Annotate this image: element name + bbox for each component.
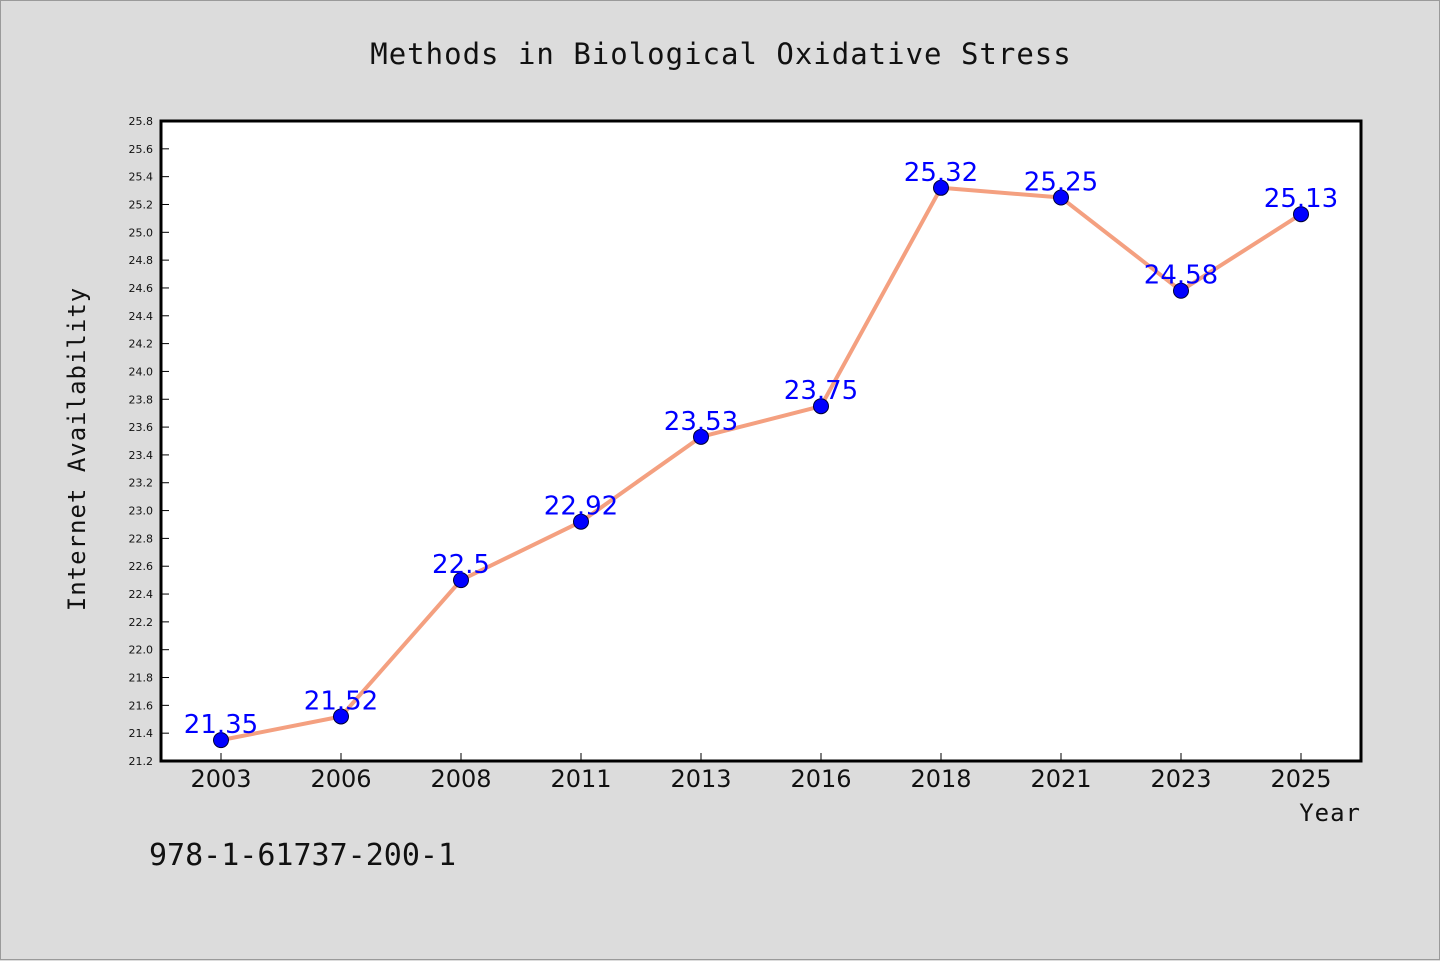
x-tick-label: 2016 xyxy=(790,765,851,793)
plot-area xyxy=(159,119,1363,763)
series-line-group xyxy=(219,185,1303,743)
data-label-group: 21.35 21.52 22.5 22.92 23.53 23.75 25.32 25.25 2… xyxy=(184,158,1338,740)
y-tick-label: 25.2 xyxy=(129,198,154,211)
y-tick-label: 25.6 xyxy=(129,143,154,156)
data-point-label: 25.13 xyxy=(1264,184,1338,214)
data-point-marker xyxy=(813,398,829,415)
x-tick-label: 2023 xyxy=(1150,765,1211,793)
y-tick-label: 22.2 xyxy=(129,616,154,629)
y-tick-label: 21.2 xyxy=(129,755,154,768)
data-point-label: 22.92 xyxy=(544,492,618,522)
x-axis: 2003 2006 2008 2011 2013 2016 2018 2021 2023 2025 xyxy=(190,753,1332,793)
chart-title: Methods in Biological Oxidative Stress xyxy=(370,37,1071,71)
y-tick-label: 23.4 xyxy=(129,449,154,462)
x-tick-label: 2018 xyxy=(910,765,971,793)
data-point-label: 25.32 xyxy=(904,158,978,188)
y-tick-label: 25.4 xyxy=(129,171,154,184)
y-tick-label: 21.4 xyxy=(129,727,154,740)
y-tick-label: 23.6 xyxy=(129,421,154,434)
y-tick-label: 22.6 xyxy=(129,560,154,573)
y-tick-label: 21.6 xyxy=(129,699,154,712)
y-tick-label: 24.6 xyxy=(129,282,154,295)
x-tick-label: 2013 xyxy=(670,765,731,793)
data-point-label: 21.35 xyxy=(184,710,258,740)
x-tick-label: 2003 xyxy=(190,765,251,793)
y-tick-label: 22.0 xyxy=(129,644,154,657)
y-tick-label: 24.2 xyxy=(129,338,154,351)
x-tick-label: 2011 xyxy=(550,765,611,793)
y-tick-label: 23.0 xyxy=(129,505,154,518)
y-axis: 21.2 21.4 21.6 21.8 22.0 22.2 22.4 22.6 22.8 23.0… xyxy=(129,115,169,768)
data-point-label: 24.58 xyxy=(1144,261,1218,291)
data-point-marker xyxy=(573,513,589,530)
y-tick-label: 24.4 xyxy=(129,310,154,323)
x-axis-label: Year xyxy=(1299,799,1361,827)
data-point-marker xyxy=(693,428,709,445)
data-point-marker xyxy=(1053,189,1069,206)
data-point-label: 25.25 xyxy=(1024,168,1098,198)
data-point-marker xyxy=(333,708,349,725)
y-tick-label: 21.8 xyxy=(129,672,154,685)
data-point-label: 22.5 xyxy=(432,550,490,580)
data-point-label: 23.75 xyxy=(784,376,858,406)
y-tick-label: 22.4 xyxy=(129,588,154,601)
isbn-footer-text: 978-1-61737-200-1 xyxy=(149,838,456,873)
x-tick-label: 2006 xyxy=(310,765,371,793)
y-tick-label: 25.0 xyxy=(129,226,154,239)
y-axis-label: Internet Availability xyxy=(63,287,91,611)
y-tick-label: 23.8 xyxy=(129,393,154,406)
data-point-marker xyxy=(1173,282,1189,299)
y-tick-label: 24.0 xyxy=(129,365,154,378)
data-point-marker xyxy=(933,179,949,196)
y-tick-label: 24.8 xyxy=(129,254,154,267)
x-tick-label: 2008 xyxy=(430,765,491,793)
data-point-label: 21.52 xyxy=(304,686,378,716)
data-point-marker xyxy=(213,732,229,749)
x-tick-label: 2025 xyxy=(1270,765,1331,793)
marker-group xyxy=(213,179,1309,749)
data-point-marker xyxy=(453,572,469,589)
y-tick-label: 25.8 xyxy=(129,115,154,128)
series-line xyxy=(219,185,1303,743)
data-point-label: 23.53 xyxy=(664,407,738,437)
data-point-marker xyxy=(1293,206,1309,223)
x-tick-label: 2021 xyxy=(1030,765,1091,793)
y-tick-label: 23.2 xyxy=(129,477,154,490)
y-tick-label: 22.8 xyxy=(129,532,154,545)
